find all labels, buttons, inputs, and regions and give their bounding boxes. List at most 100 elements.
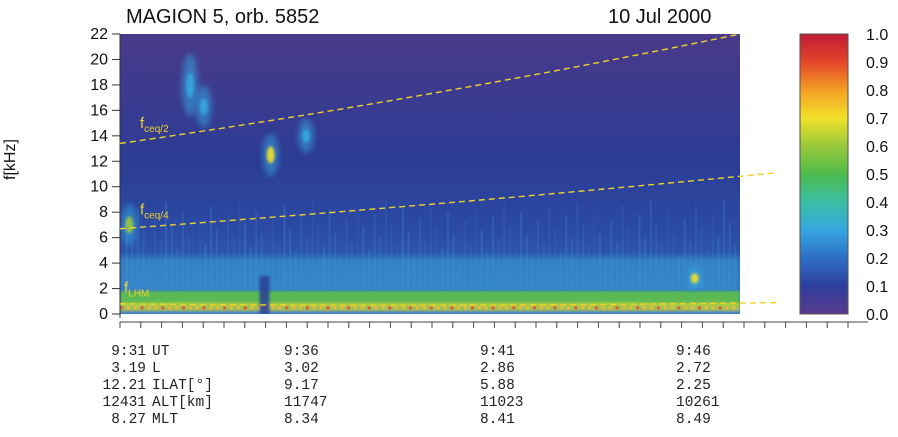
band-speck bbox=[711, 306, 715, 310]
band-speck bbox=[353, 306, 357, 310]
colorbar-tick-label: 0.2 bbox=[866, 251, 888, 268]
band-speck bbox=[120, 306, 123, 310]
band-speck bbox=[236, 306, 240, 310]
band-speck bbox=[285, 306, 289, 310]
band-speck bbox=[484, 306, 488, 310]
band-speck bbox=[429, 306, 433, 310]
band-speck bbox=[512, 306, 516, 310]
band-speck bbox=[594, 306, 598, 310]
band-speck bbox=[505, 306, 509, 310]
ephemeris-value: 2.86 bbox=[480, 361, 515, 377]
band-speck bbox=[367, 306, 371, 310]
band-speck bbox=[574, 306, 578, 310]
ephemeris-value: 3.19 bbox=[111, 361, 146, 377]
texture-streak bbox=[694, 204, 697, 289]
emission-feature bbox=[195, 85, 212, 128]
ephemeris-row: 3.19 3.02 2.86 2.72 L bbox=[0, 361, 898, 378]
band-speck bbox=[133, 306, 137, 310]
texture-streak bbox=[463, 221, 466, 289]
ephemeris-value: 9:36 bbox=[284, 344, 319, 360]
band-speck bbox=[587, 306, 591, 310]
texture-streak bbox=[165, 202, 168, 289]
colorbar-gradient bbox=[799, 33, 849, 315]
texture-streak bbox=[198, 220, 201, 289]
band-speck bbox=[319, 306, 323, 310]
band-speck bbox=[684, 306, 688, 310]
band-speck bbox=[257, 306, 261, 310]
ephemeris-value: 11023 bbox=[480, 395, 524, 411]
ephemeris-value: 2.72 bbox=[676, 361, 711, 377]
texture-streak bbox=[638, 214, 641, 289]
chart-date: 10 Jul 2000 bbox=[608, 6, 712, 28]
band-speck bbox=[292, 306, 296, 310]
y-tick-label: 4 bbox=[99, 255, 108, 272]
texture-streak bbox=[311, 200, 314, 289]
band-speck bbox=[643, 306, 647, 310]
texture-streak bbox=[418, 217, 421, 289]
texture-streak bbox=[537, 220, 540, 289]
ephemeris-row: 12.21 9.17 5.88 2.25 ILAT[°] bbox=[0, 378, 898, 395]
texture-streak bbox=[244, 224, 246, 289]
ephemeris-label: ALT[km] bbox=[152, 395, 213, 411]
ephemeris-value: 8.27 bbox=[111, 412, 146, 428]
ephemeris-value: 9:46 bbox=[676, 344, 711, 360]
texture-streak bbox=[610, 219, 613, 289]
texture-streak bbox=[384, 199, 387, 289]
ephemeris-value: 2.25 bbox=[676, 378, 711, 394]
band-speck bbox=[409, 306, 413, 310]
texture-streak bbox=[238, 201, 241, 289]
band-speck bbox=[608, 306, 612, 310]
ephemeris-value: 9:41 bbox=[480, 344, 515, 360]
ephemeris-label: ILAT[°] bbox=[152, 378, 213, 394]
texture-streak bbox=[565, 215, 568, 289]
texture-streak bbox=[728, 222, 731, 289]
texture-streak bbox=[582, 224, 585, 289]
emission-feature bbox=[182, 53, 199, 117]
band-speck bbox=[195, 306, 199, 310]
texture-streak bbox=[210, 206, 213, 289]
y-tick-label: 16 bbox=[90, 102, 108, 119]
y-tick-label: 6 bbox=[99, 230, 108, 247]
band-speck bbox=[402, 306, 406, 310]
band-speck bbox=[140, 306, 144, 310]
band-speck bbox=[560, 306, 564, 310]
colorbar-tick-label: 0.9 bbox=[866, 55, 888, 72]
colorbar-tick-label: 0.4 bbox=[866, 195, 888, 212]
emission-feature bbox=[686, 265, 703, 291]
ephemeris-value: 10261 bbox=[676, 395, 720, 411]
ephemeris-value: 9.17 bbox=[284, 378, 319, 394]
colorbar-tick-label: 0.6 bbox=[866, 139, 888, 156]
band-speck bbox=[553, 306, 557, 310]
band-speck bbox=[388, 306, 392, 310]
texture-streak bbox=[649, 200, 652, 289]
annotation-line bbox=[119, 172, 778, 230]
band-speck bbox=[691, 306, 695, 310]
colorbar-tick-label: 1.0 bbox=[866, 27, 888, 44]
texture-streak bbox=[317, 223, 320, 289]
band-speck bbox=[663, 306, 667, 310]
band-speck bbox=[216, 306, 220, 310]
texture-streak bbox=[390, 222, 393, 289]
band-speck bbox=[629, 306, 633, 310]
y-tick-label: 10 bbox=[90, 179, 108, 196]
ephemeris-row: 9:31 9:36 9:41 9:46 UT bbox=[0, 344, 898, 361]
ephemeris-value: 12431 bbox=[102, 395, 147, 411]
band-speck bbox=[615, 306, 619, 310]
texture-streak bbox=[430, 203, 432, 289]
texture-streak bbox=[356, 204, 359, 289]
texture-streak bbox=[345, 218, 348, 289]
band-speck bbox=[546, 306, 550, 310]
band-speck bbox=[636, 306, 640, 310]
y-tick-label: 12 bbox=[90, 153, 108, 170]
colorbar-tick-label: 0.3 bbox=[866, 223, 888, 240]
ephemeris-value: 11747 bbox=[284, 395, 328, 411]
band-speck bbox=[305, 306, 309, 310]
ephemeris-label: UT bbox=[152, 344, 170, 360]
annotation-label: fceq/4 bbox=[140, 202, 169, 222]
band-speck bbox=[443, 306, 447, 310]
annotation-line bbox=[119, 33, 741, 145]
band-speck bbox=[477, 306, 481, 310]
band-speck bbox=[725, 306, 729, 310]
